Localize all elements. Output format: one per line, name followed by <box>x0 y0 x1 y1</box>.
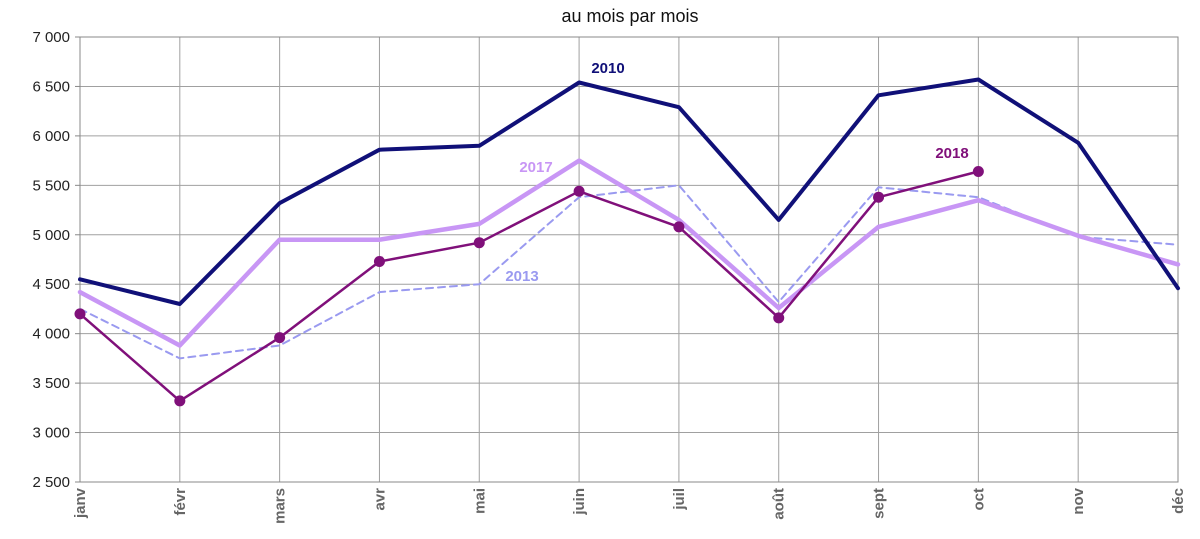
y-tick-label: 5 000 <box>32 227 70 244</box>
data-point-2018 <box>673 221 685 233</box>
y-axis-ticks: 2 500 3 000 3 500 4 000 4 500 5 000 5 500 6 000… <box>32 29 80 491</box>
y-tick-label: 6 500 <box>32 78 70 95</box>
data-point-2018 <box>74 308 86 320</box>
y-tick-label: 4 500 <box>32 276 70 293</box>
series-line-2018 <box>78 170 980 403</box>
x-tick-label: août <box>771 488 788 520</box>
y-tick-label: 3 500 <box>32 375 70 392</box>
series-label-2013: 2013 <box>505 268 538 285</box>
x-tick-label: févr <box>172 488 189 516</box>
data-point-2018 <box>174 395 186 407</box>
x-tick-label: juil <box>671 488 688 511</box>
data-point-2018 <box>972 165 984 177</box>
chart-subtitle: au mois par mois <box>561 6 698 26</box>
series-line-2010 <box>78 77 1180 306</box>
data-point-2018 <box>573 185 585 197</box>
x-tick-label: sept <box>871 488 888 519</box>
y-tick-label: 3 000 <box>32 425 70 442</box>
x-tick-label: mai <box>471 488 488 514</box>
x-tick-label: avr <box>371 488 388 511</box>
x-tick-label: oct <box>970 488 987 511</box>
x-tick-label: janv <box>72 487 89 519</box>
x-tick-label: mars <box>272 488 289 524</box>
data-point-2018 <box>274 332 286 344</box>
data-point-2018 <box>873 191 885 203</box>
y-tick-label: 6 000 <box>32 128 70 145</box>
series-label-2017: 2017 <box>519 159 552 176</box>
data-point-2018 <box>473 237 485 249</box>
y-tick-label: 2 500 <box>32 474 70 491</box>
data-point-2018 <box>773 312 785 324</box>
series-label-2010: 2010 <box>591 60 624 77</box>
series-line-2017 <box>77 158 1181 348</box>
x-tick-label: juin <box>571 488 588 516</box>
y-tick-label: 4 000 <box>32 326 70 343</box>
data-point-2018 <box>373 255 385 267</box>
series-lines <box>74 77 1181 407</box>
series-labels: 2013 2017 2010 2018 <box>505 60 968 285</box>
x-tick-label: déc <box>1170 488 1187 514</box>
y-tick-label: 7 000 <box>32 29 70 46</box>
series-label-2018: 2018 <box>935 145 968 162</box>
plot-area-frame <box>79 36 1179 483</box>
y-tick-label: 5 500 <box>32 177 70 194</box>
x-axis-ticks: janv févr mars avr mai juin juil août sept oct nov… <box>72 487 1187 524</box>
x-tick-label: nov <box>1070 487 1087 514</box>
